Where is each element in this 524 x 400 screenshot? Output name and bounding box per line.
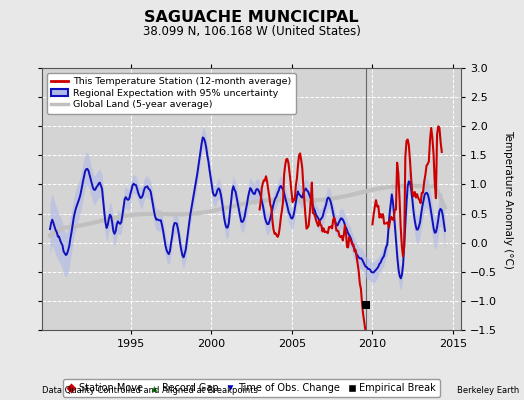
Text: 38.099 N, 106.168 W (United States): 38.099 N, 106.168 W (United States) <box>143 25 361 38</box>
Text: Berkeley Earth: Berkeley Earth <box>456 386 519 395</box>
Legend: Station Move, Record Gap, Time of Obs. Change, Empirical Break: Station Move, Record Gap, Time of Obs. C… <box>63 380 440 397</box>
Text: Data Quality Controlled and Aligned at Breakpoints: Data Quality Controlled and Aligned at B… <box>42 386 258 395</box>
Y-axis label: Temperature Anomaly (°C): Temperature Anomaly (°C) <box>503 130 512 268</box>
Text: SAGUACHE MUNCICIPAL: SAGUACHE MUNCICIPAL <box>144 10 359 25</box>
